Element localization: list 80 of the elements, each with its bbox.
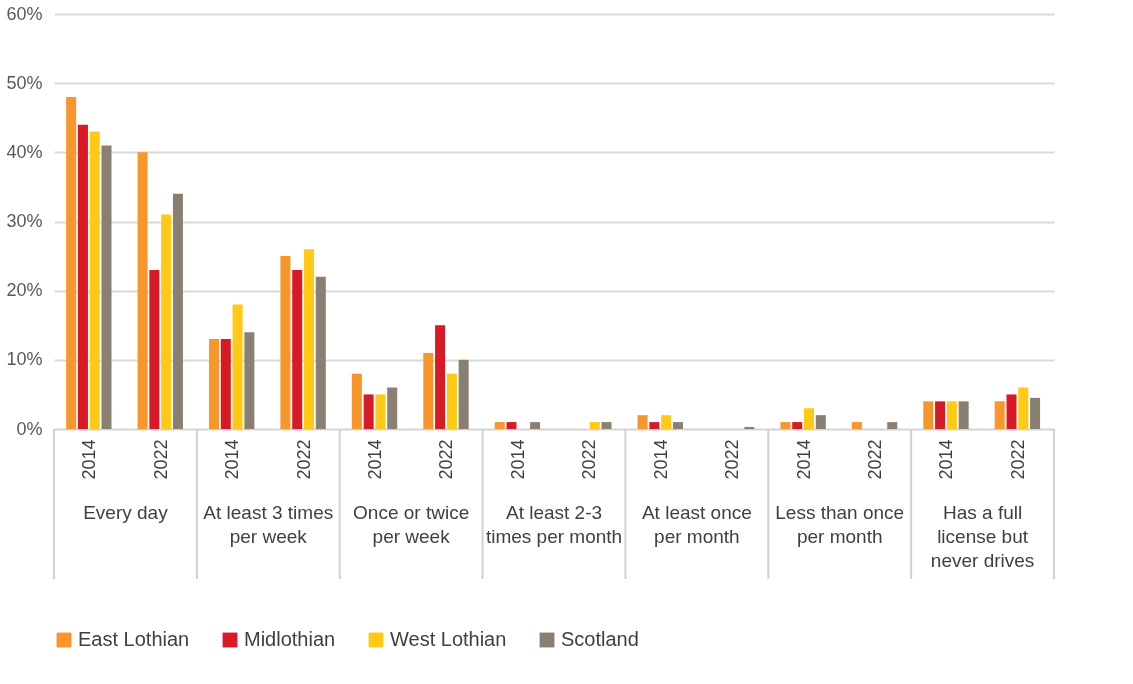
bar [315,276,326,429]
bar [804,408,815,429]
bar [363,394,374,429]
bar [244,332,255,429]
bar [280,256,291,429]
legend-label: Scotland [561,628,639,650]
bar [435,325,446,429]
bar [649,422,660,429]
bar [1018,387,1029,429]
text: Has a full license but never drives [930,502,1035,571]
x-tick-label: 2022 [436,439,457,480]
x-tick-label: 2022 [1007,439,1028,480]
y-tick-label: 20% [6,280,43,301]
bar [351,373,362,429]
bar [292,269,303,429]
x-tick-label: 2014 [936,439,957,480]
bar [780,422,791,429]
text: Less than once per month [775,502,905,547]
bar [946,401,957,429]
legend-label: West Lothian [390,628,507,650]
bar [77,124,88,429]
bar [423,352,434,429]
bar [887,422,898,429]
bar [792,422,803,429]
bar [494,422,505,429]
x-tick-label: 2022 [150,439,171,480]
bar [149,269,160,429]
text: At least 3 times per week [203,502,334,547]
y-tick-label: 0% [16,418,43,439]
bar [101,145,112,429]
y-tick-label: 10% [6,349,43,370]
bar [672,422,683,429]
bar [387,387,398,429]
bar [375,394,386,429]
x-tick-label: 2014 [507,439,528,480]
text: Once or twice per week [353,502,470,547]
bar [958,401,969,429]
bar [232,304,243,429]
bar [172,193,183,429]
legend-label: Midlothian [244,628,336,650]
bar [446,373,457,429]
bar [1030,397,1041,429]
text: At least once per month [641,502,752,547]
bar [815,415,826,429]
bar [66,97,77,429]
bar [161,214,172,429]
bar [661,415,672,429]
x-tick-label: 2022 [579,439,600,480]
x-tick-label: 2022 [864,439,885,480]
x-tick-label: 2014 [222,439,243,480]
y-tick-label: 50% [6,72,43,93]
bar [137,152,148,429]
bar [304,249,315,429]
bar [994,401,1005,429]
y-tick-label: 40% [6,141,43,162]
bar [530,422,541,429]
bar [744,426,755,429]
x-tick-label: 2022 [722,439,743,480]
bar [1006,394,1017,429]
bar [637,415,648,429]
x-tick-label: 2022 [293,439,314,480]
bar [923,401,934,429]
text: At least 2-3 times per month [485,502,623,547]
y-tick-label: 30% [6,211,43,231]
x-tick-label: 2014 [650,439,671,480]
x-tick-label: 2014 [793,439,814,480]
text: Every day [83,502,169,523]
bar [935,401,946,429]
x-tick-label: 2014 [79,439,100,480]
bar [851,422,862,429]
bar [220,339,231,429]
bar [506,422,517,429]
legend-label: East Lothian [78,628,190,650]
y-tick-label: 60% [6,3,43,24]
bar [89,131,100,429]
x-tick-label: 2014 [364,439,385,480]
bar [458,359,469,429]
bar [209,339,220,429]
bar [601,422,612,429]
bar [589,422,600,429]
